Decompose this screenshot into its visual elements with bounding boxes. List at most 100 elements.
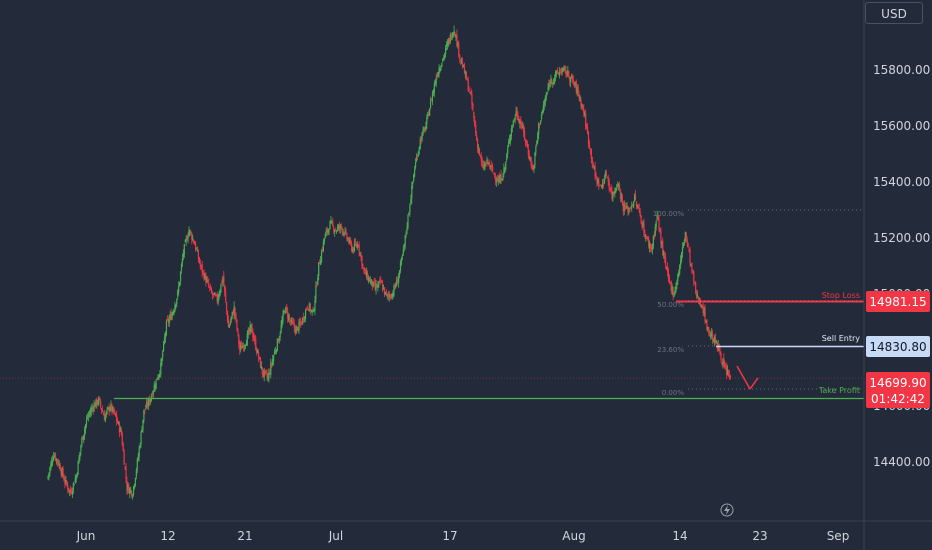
- candle-body: [412, 181, 414, 185]
- candle-body: [143, 409, 145, 421]
- candle-body: [105, 411, 107, 416]
- candle-body: [81, 437, 83, 446]
- candle-body: [560, 72, 562, 74]
- candle-body: [205, 275, 207, 284]
- candle-body: [168, 318, 170, 324]
- candle-body: [344, 230, 346, 235]
- time-axis[interactable]: Jun 12 21 Jul 17 Aug 14 23 Sep: [76, 529, 850, 543]
- candle-body: [293, 323, 295, 328]
- candle-body: [501, 179, 503, 181]
- candle-body: [108, 406, 110, 411]
- candle-body: [192, 238, 194, 240]
- candle-body: [585, 112, 587, 127]
- time-tick-label: Aug: [562, 529, 585, 543]
- lightning-icon[interactable]: [720, 503, 734, 517]
- candle-body: [505, 161, 507, 170]
- candle-body: [681, 247, 684, 254]
- candle-body: [73, 484, 75, 486]
- candle-body: [719, 351, 721, 355]
- candle-body: [134, 477, 137, 485]
- candle-body: [69, 488, 72, 494]
- candle-body: [233, 306, 235, 315]
- candle-body: [269, 372, 271, 374]
- candle-body: [94, 403, 96, 407]
- candle-body: [320, 251, 323, 262]
- candle-body: [266, 373, 268, 377]
- candle-body: [357, 245, 359, 247]
- candle-body: [260, 365, 262, 369]
- candle-body: [335, 230, 338, 232]
- candle-body: [481, 161, 483, 165]
- candle-body: [683, 239, 685, 242]
- current-price: 14699.90: [869, 376, 926, 390]
- candle-body: [189, 229, 191, 232]
- candle-body: [248, 329, 250, 332]
- candle-body: [426, 117, 428, 125]
- candle-body: [255, 338, 257, 350]
- currency-button[interactable]: USD: [865, 2, 923, 24]
- candle-body: [504, 167, 506, 170]
- candle-body: [699, 302, 701, 307]
- candle-body: [304, 317, 306, 319]
- candle-body: [722, 359, 724, 365]
- candle-body: [520, 120, 522, 126]
- candle-body: [650, 247, 653, 250]
- candle-body: [421, 132, 423, 140]
- candle-body: [222, 277, 224, 282]
- candle-body: [594, 166, 596, 177]
- candle-body: [517, 115, 519, 120]
- candle-body: [287, 311, 289, 319]
- candle-body: [70, 492, 73, 494]
- candle-body: [154, 386, 156, 388]
- candle-body: [327, 229, 329, 233]
- stop-loss-price: 14981.15: [869, 295, 926, 309]
- sell-arrow-shaft: [736, 365, 751, 390]
- candle-body: [602, 183, 605, 185]
- candle-body: [281, 320, 283, 327]
- candle-body: [231, 311, 233, 317]
- candle-body: [654, 226, 656, 236]
- candle-body: [376, 285, 378, 288]
- candle-body: [377, 283, 379, 288]
- candle-body: [480, 156, 482, 162]
- candle-body: [724, 364, 726, 369]
- candle-body: [533, 166, 535, 169]
- candle-body: [343, 233, 345, 236]
- candle-body: [666, 266, 669, 272]
- candle-body: [315, 285, 317, 300]
- candle-body: [616, 187, 618, 190]
- candle-body: [247, 330, 249, 335]
- candle-body: [509, 134, 512, 142]
- candle-body: [575, 81, 577, 92]
- candle-body: [244, 345, 246, 347]
- candle-body: [696, 294, 699, 297]
- candle-body: [140, 431, 142, 445]
- candle-body: [216, 294, 218, 302]
- candle-body: [726, 366, 728, 375]
- candle-body: [49, 467, 51, 474]
- candle-body: [659, 229, 661, 232]
- candle-body: [129, 488, 131, 494]
- candle-body: [353, 243, 356, 252]
- candle-body: [299, 321, 301, 324]
- candle-body: [101, 410, 104, 412]
- candle-body: [203, 272, 205, 280]
- candle-body: [519, 121, 521, 124]
- candle-body: [280, 324, 282, 333]
- candle-body: [296, 326, 298, 328]
- candle-body: [572, 79, 575, 84]
- candle-body: [581, 103, 583, 106]
- candle-body: [310, 309, 312, 311]
- candle-body: [602, 183, 604, 187]
- candle-body: [665, 266, 668, 269]
- candle-body: [425, 125, 427, 130]
- candle-body: [634, 194, 637, 200]
- candle-body: [347, 239, 349, 241]
- candle-body: [312, 309, 314, 312]
- sell-entry-price-badge: 14830.80: [866, 336, 930, 357]
- candle-body: [355, 244, 357, 247]
- candle-body: [476, 135, 478, 140]
- candle-body: [331, 222, 333, 224]
- candle-body: [273, 351, 276, 355]
